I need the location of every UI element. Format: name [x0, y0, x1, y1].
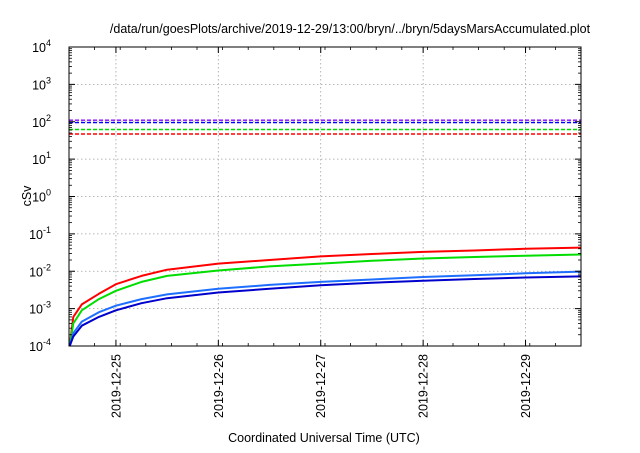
- series-line: [68, 253, 582, 347]
- y-tick-label: 10-3: [29, 300, 51, 317]
- y-tick-label: 10-4: [29, 337, 51, 354]
- x-tick-label: 2019-12-28: [417, 354, 431, 418]
- y-tick-label: 103: [32, 75, 51, 92]
- series-line: [68, 270, 582, 347]
- axis-ticks: [68, 46, 582, 347]
- y-tick-label: 10-1: [29, 225, 51, 242]
- y-tick-label: 100: [32, 188, 51, 205]
- series-line: [68, 246, 582, 347]
- y-tick-exponent: -2: [43, 262, 51, 272]
- y-tick-exponent: 3: [46, 75, 51, 85]
- threshold-lines: [69, 119, 581, 135]
- y-tick-exponent: 4: [46, 38, 51, 48]
- x-tick-label: 2019-12-25: [109, 354, 123, 418]
- y-tick-exponent: -3: [43, 300, 51, 310]
- y-tick-label: 104: [32, 38, 51, 55]
- x-tick-label: 2019-12-29: [519, 354, 533, 418]
- y-tick-exponent: 2: [46, 113, 51, 123]
- x-axis-label: Coordinated Universal Time (UTC): [228, 431, 420, 445]
- y-tick-exponent: -1: [43, 225, 51, 235]
- y-tick-label: 102: [32, 113, 51, 130]
- series-lines: [68, 246, 582, 347]
- series-line: [68, 275, 582, 347]
- y-tick-exponent: 0: [46, 188, 51, 198]
- x-tick-labels: 2019-12-25 2019-12-26 2019-12-27 2019-12-28…: [109, 354, 533, 418]
- x-tick-label: 2019-12-26: [212, 354, 226, 418]
- y-tick-exponent: 1: [46, 150, 51, 160]
- y-tick-label: 101: [32, 150, 51, 167]
- x-tick-label: 2019-12-27: [314, 354, 328, 418]
- y-axis-label: cSv: [20, 185, 34, 207]
- y-tick-exponent: -4: [43, 337, 51, 347]
- grid: [69, 47, 581, 346]
- chart-title: /data/run/goesPlots/archive/2019-12-29/1…: [110, 22, 591, 36]
- y-tick-label: 10-2: [29, 262, 51, 279]
